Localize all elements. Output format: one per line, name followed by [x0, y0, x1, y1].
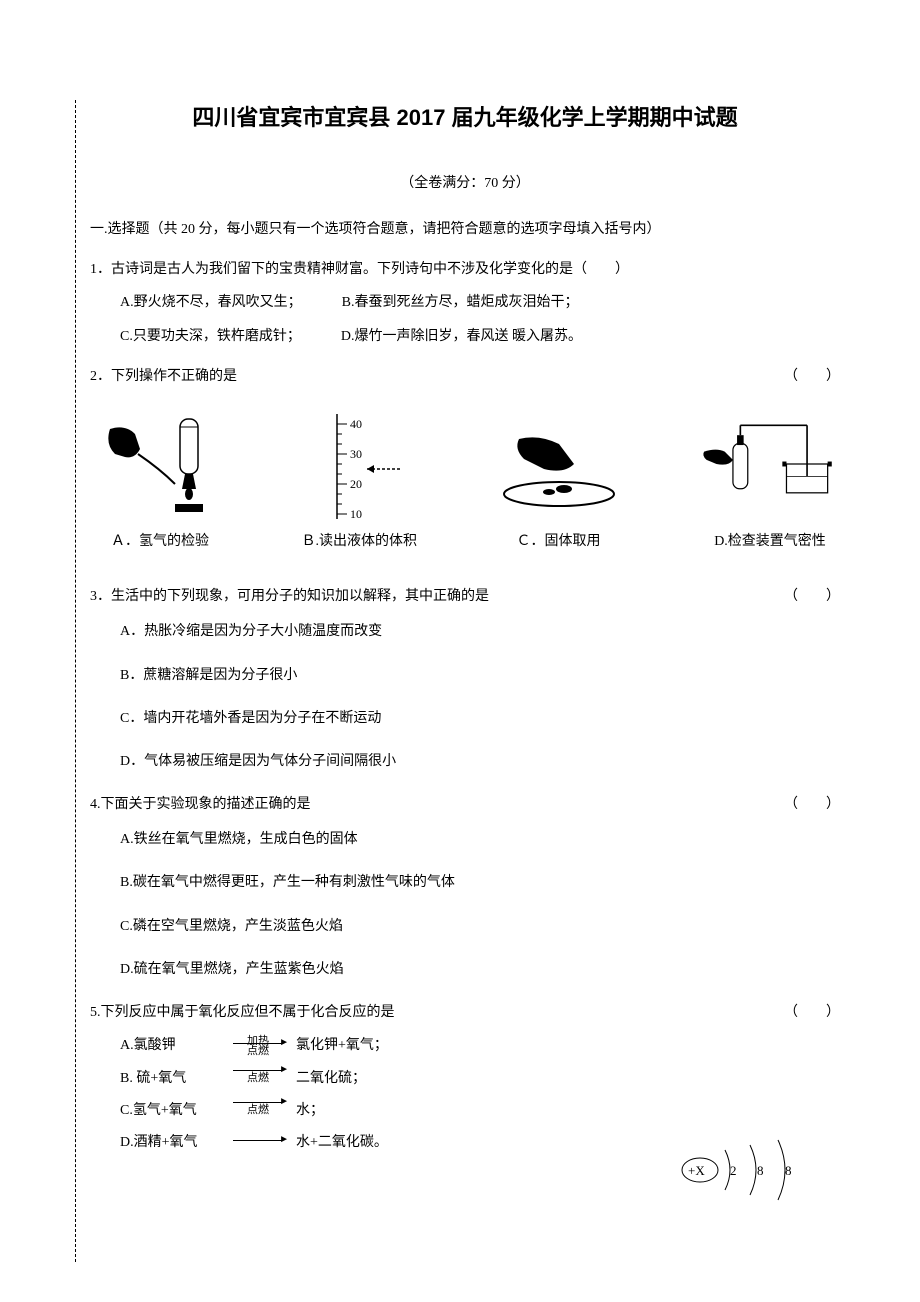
question-5-bracket: （ ）	[784, 1000, 840, 1025]
q2-option-c-label: Ｃ．固体取用	[489, 529, 629, 554]
q5-a-right: 氯化钾+氧气；	[296, 1035, 388, 1057]
q3-option-a: A．热胀冷缩是因为分子大小随温度而改变	[120, 619, 840, 644]
q1-option-a: A.野火烧不尽，春风吹又生；	[120, 290, 302, 315]
question-3: 3．生活中的下列现象，可用分子的知识加以解释，其中正确的是 （ ） A．热胀冷缩…	[90, 584, 840, 774]
question-4-text: 4.下面关于实验现象的描述正确的是	[90, 792, 311, 817]
page-subtitle: （全卷满分：70 分）	[90, 172, 840, 192]
section-header: 一.选择题（共 20 分，每小题只有一个选项符合题意，请把符合题意的选项字母填入…	[90, 217, 840, 242]
q5-b-left: B. 硫+氧气	[120, 1068, 220, 1090]
arrow-icon: 点燃	[228, 1106, 288, 1116]
atomic-structure-icon: +X 2 8 8	[670, 1135, 820, 1214]
question-2-images: Ａ．氢气的检验 40 30 20	[90, 404, 840, 554]
question-4-options: A.铁丝在氧气里燃烧，生成白色的固体 B.碳在氧气中燃得更旺，产生一种有刺激性气…	[90, 827, 840, 982]
question-1: 1．古诗词是古人为我们留下的宝贵精神财富。下列诗句中不涉及化学变化的是（ ） A…	[90, 257, 840, 349]
q5-d-right: 水+二氧化碳。	[296, 1132, 388, 1154]
svg-text:30: 30	[350, 447, 362, 461]
arrow-icon: 加热 点燃	[228, 1036, 288, 1057]
question-3-bracket: （ ）	[784, 584, 840, 609]
svg-text:8: 8	[757, 1163, 764, 1178]
q1-option-c: C.只要功夫深，铁杵磨成针；	[120, 324, 301, 349]
svg-text:8: 8	[785, 1163, 792, 1178]
q3-option-b: B．蔗糖溶解是因为分子很小	[120, 663, 840, 688]
q4-option-c: C.磷在空气里燃烧，产生淡蓝色火焰	[120, 914, 840, 939]
question-2-bracket: （ ）	[784, 364, 840, 389]
question-1-text: 1．古诗词是古人为我们留下的宝贵精神财富。下列诗句中不涉及化学变化的是（ ）	[90, 257, 840, 282]
question-1-options: A.野火烧不尽，春风吹又生； B.春蚕到死丝方尽，蜡炬成灰泪始干；	[90, 290, 840, 315]
hydrogen-test-icon	[90, 409, 230, 519]
q3-option-c: C．墙内开花墙外香是因为分子在不断运动	[120, 706, 840, 731]
q2-option-a-label: Ａ．氢气的检验	[90, 529, 230, 554]
question-2-text: 2．下列操作不正确的是	[90, 364, 237, 389]
q2-option-b-label: Ｂ.读出液体的体积	[302, 529, 418, 554]
question-3-text: 3．生活中的下列现象，可用分子的知识加以解释，其中正确的是	[90, 584, 489, 609]
cylinder-read-icon: 40 30 20 10	[302, 404, 402, 524]
question-2: 2．下列操作不正确的是 （ ） Ａ．氢气的检验	[90, 364, 840, 554]
q1-option-d: D.爆竹一声除旧岁，春风送 暖入屠苏。	[341, 324, 582, 349]
q2-image-a: Ａ．氢气的检验	[90, 404, 230, 554]
arrow-icon: 点燃	[228, 1074, 288, 1084]
q5-b-right: 二氧化硫；	[296, 1068, 366, 1090]
q5-c-right: 水；	[296, 1100, 324, 1122]
page-left-dashed-border	[75, 100, 76, 1262]
q5-equation-a: A.氯酸钾 加热 点燃 氯化钾+氧气；	[120, 1035, 840, 1057]
q2-image-b: 40 30 20 10 Ｂ.读出液体的体积	[302, 404, 418, 554]
airtightness-check-icon	[700, 409, 840, 519]
question-1-options-2: C.只要功夫深，铁杵磨成针； D.爆竹一声除旧岁，春风送 暖入屠苏。	[90, 324, 840, 349]
q2-image-d: D.检查装置气密性	[700, 404, 840, 554]
solid-retrieval-icon	[489, 409, 629, 519]
question-3-options: A．热胀冷缩是因为分子大小随温度而改变 B．蔗糖溶解是因为分子很小 C．墙内开花…	[90, 619, 840, 774]
q2-option-d-label: D.检查装置气密性	[700, 529, 840, 554]
q5-equation-b: B. 硫+氧气 点燃 二氧化硫；	[120, 1068, 840, 1090]
q1-option-b: B.春蚕到死丝方尽，蜡炬成灰泪始干；	[342, 290, 579, 315]
question-4-bracket: （ ）	[784, 792, 840, 817]
svg-text:20: 20	[350, 477, 362, 491]
q2-image-c: Ｃ．固体取用	[489, 404, 629, 554]
svg-text:+X: +X	[688, 1163, 705, 1178]
q3-option-d: D．气体易被压缩是因为气体分子间间隔很小	[120, 749, 840, 774]
q5-d-left: D.酒精+氧气	[120, 1132, 220, 1154]
question-5: 5.下列反应中属于氧化反应但不属于化合反应的是 （ ） A.氯酸钾 加热 点燃 …	[90, 1000, 840, 1155]
svg-text:2: 2	[730, 1163, 737, 1178]
q5-c-left: C.氢气+氧气	[120, 1100, 220, 1122]
q4-option-a: A.铁丝在氧气里燃烧，生成白色的固体	[120, 827, 840, 852]
question-4: 4.下面关于实验现象的描述正确的是 （ ） A.铁丝在氧气里燃烧，生成白色的固体…	[90, 792, 840, 982]
question-5-text: 5.下列反应中属于氧化反应但不属于化合反应的是	[90, 1000, 395, 1025]
q4-option-b: B.碳在氧气中燃得更旺，产生一种有刺激性气味的气体	[120, 870, 840, 895]
svg-text:40: 40	[350, 417, 362, 431]
svg-text:10: 10	[350, 507, 362, 521]
q4-option-d: D.硫在氧气里燃烧，产生蓝紫色火焰	[120, 957, 840, 982]
q5-a-left: A.氯酸钾	[120, 1035, 220, 1057]
q5-equation-c: C.氢气+氧气 点燃 水；	[120, 1100, 840, 1122]
page-title: 四川省宜宾市宜宾县 2017 届九年级化学上学期期中试题	[90, 100, 840, 132]
